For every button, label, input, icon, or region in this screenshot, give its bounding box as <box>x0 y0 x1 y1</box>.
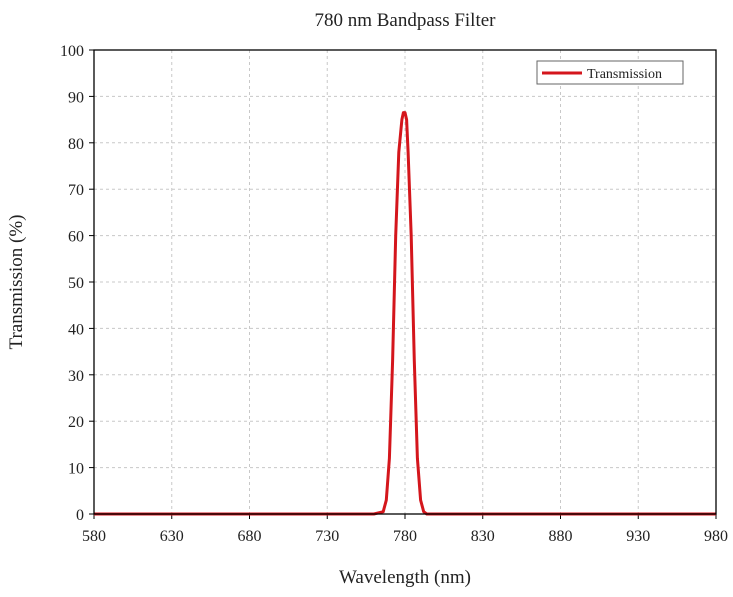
y-tick-label: 80 <box>68 136 84 153</box>
series-layer <box>94 111 716 516</box>
y-tick-label: 20 <box>68 414 84 431</box>
y-tick-label: 10 <box>68 461 84 478</box>
x-tick-label: 630 <box>160 528 184 545</box>
x-tick-label: 930 <box>626 528 650 545</box>
axis-ticks: 580 630 680 730 780 830 880 930 980 0 10 20 30 40 50 60… <box>60 43 728 545</box>
y-tick-label: 0 <box>76 507 84 524</box>
x-tick-label: 830 <box>471 528 495 545</box>
y-tick-label: 30 <box>68 368 84 385</box>
x-tick-label: 880 <box>549 528 573 545</box>
y-tick-label: 50 <box>68 275 84 292</box>
y-tick-label: 60 <box>68 229 84 246</box>
x-tick-label: 580 <box>82 528 106 545</box>
x-axis-label: Wavelength (nm) <box>339 567 471 588</box>
x-tick-label: 680 <box>238 528 262 545</box>
grid <box>94 50 716 514</box>
y-axis-label: Transmission (%) <box>6 215 27 350</box>
y-tick-label: 100 <box>60 43 84 60</box>
x-tick-label: 730 <box>315 528 339 545</box>
y-tick-label: 40 <box>68 321 84 338</box>
y-tick-label: 90 <box>68 89 84 106</box>
y-tick-label: 70 <box>68 182 84 199</box>
legend: Transmission <box>536 60 684 85</box>
plot-frame <box>93 49 717 515</box>
chart-title: 780 nm Bandpass Filter <box>314 10 496 31</box>
x-tick-label: 980 <box>704 528 728 545</box>
legend-label: Transmission <box>587 67 662 82</box>
x-tick-label: 780 <box>393 528 417 545</box>
series-line-transmission <box>94 111 716 516</box>
legend-box <box>536 60 684 85</box>
